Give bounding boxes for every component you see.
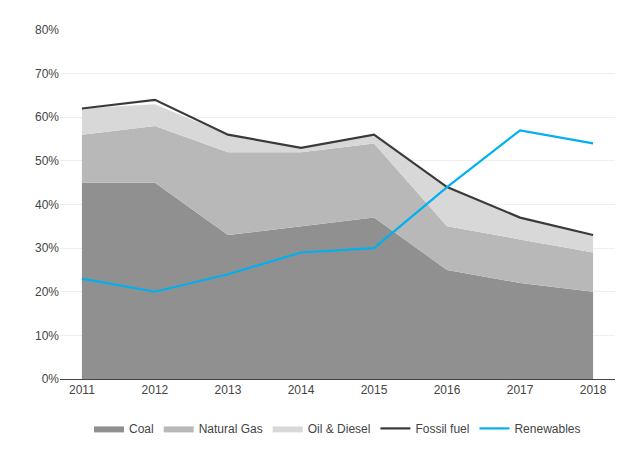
svg-text:Renewables: Renewables <box>514 422 580 436</box>
svg-text:60%: 60% <box>35 110 59 124</box>
svg-text:Coal: Coal <box>129 422 154 436</box>
svg-text:Natural Gas: Natural Gas <box>199 422 263 436</box>
svg-text:20%: 20% <box>35 285 59 299</box>
svg-text:0%: 0% <box>42 372 60 386</box>
svg-text:70%: 70% <box>35 67 59 81</box>
svg-text:Oil & Diesel: Oil & Diesel <box>308 422 371 436</box>
svg-text:10%: 10% <box>35 329 59 343</box>
svg-text:30%: 30% <box>35 241 59 255</box>
svg-text:2014: 2014 <box>288 383 315 397</box>
svg-text:50%: 50% <box>35 154 59 168</box>
svg-text:80%: 80% <box>35 23 59 37</box>
svg-text:Fossil fuel: Fossil fuel <box>415 422 469 436</box>
svg-text:2017: 2017 <box>507 383 534 397</box>
svg-text:2018: 2018 <box>580 383 607 397</box>
svg-text:2013: 2013 <box>215 383 242 397</box>
svg-text:2011: 2011 <box>69 383 95 397</box>
svg-text:2016: 2016 <box>434 383 461 397</box>
svg-text:2015: 2015 <box>361 383 388 397</box>
svg-text:40%: 40% <box>35 198 59 212</box>
svg-text:2012: 2012 <box>142 383 169 397</box>
